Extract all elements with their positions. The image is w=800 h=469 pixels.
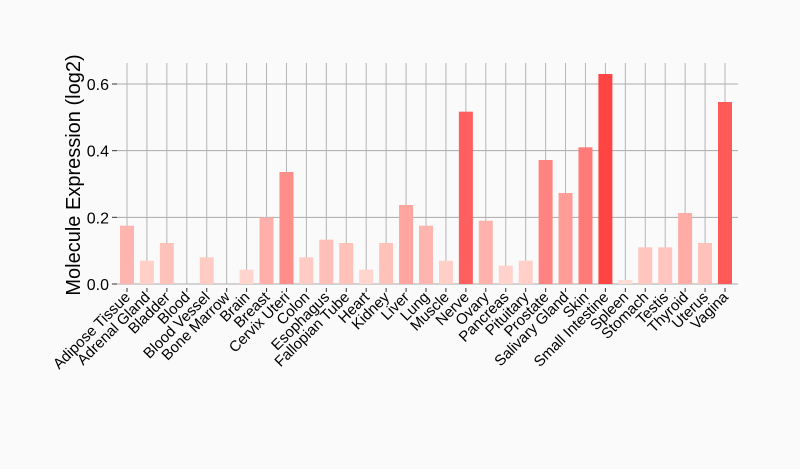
bar-uterus (698, 243, 713, 284)
bar-blood-vessel (199, 257, 214, 284)
bar-lung (419, 225, 433, 284)
bar-fallopian-tube (339, 243, 354, 284)
bar-brain (239, 269, 254, 284)
bar-muscle (438, 260, 453, 284)
y-tick-label: 0.6 (87, 77, 109, 94)
bar-adipose-tissue (120, 225, 134, 284)
bar-small-intestine (598, 74, 613, 284)
bar-vagina (718, 102, 732, 284)
bar-heart (359, 269, 374, 284)
bar-salivary-gland (558, 193, 573, 284)
bar-cervix-uteri (279, 172, 294, 284)
bar-ovary (478, 220, 493, 284)
y-tick-label: 0.4 (87, 144, 109, 161)
y-axis: 0.0 0.2 0.4 0.6 (87, 77, 117, 294)
bar-bladder (159, 243, 174, 284)
bar-skin (578, 147, 593, 284)
y-axis-label: Molecule Expression (log2) (63, 54, 85, 295)
bar-esophagus (319, 239, 334, 284)
bar-stomach (638, 247, 653, 284)
bar-pituitary (518, 260, 533, 284)
y-tick-label: 0.2 (87, 210, 109, 227)
y-tick-label: 0.0 (87, 277, 109, 294)
bar-breast (259, 217, 274, 284)
bar-adrenal-gland (139, 260, 154, 284)
bar-thyroid (678, 213, 693, 284)
bar-pancreas (498, 265, 513, 284)
bar-prostate (538, 160, 553, 284)
bar-spleen (618, 280, 633, 284)
bar-liver (399, 205, 414, 284)
bars (120, 74, 732, 285)
bar-colon (299, 257, 314, 284)
bar-kidney (379, 243, 394, 284)
bar-testis (658, 247, 673, 284)
bar-nerve (458, 111, 473, 285)
